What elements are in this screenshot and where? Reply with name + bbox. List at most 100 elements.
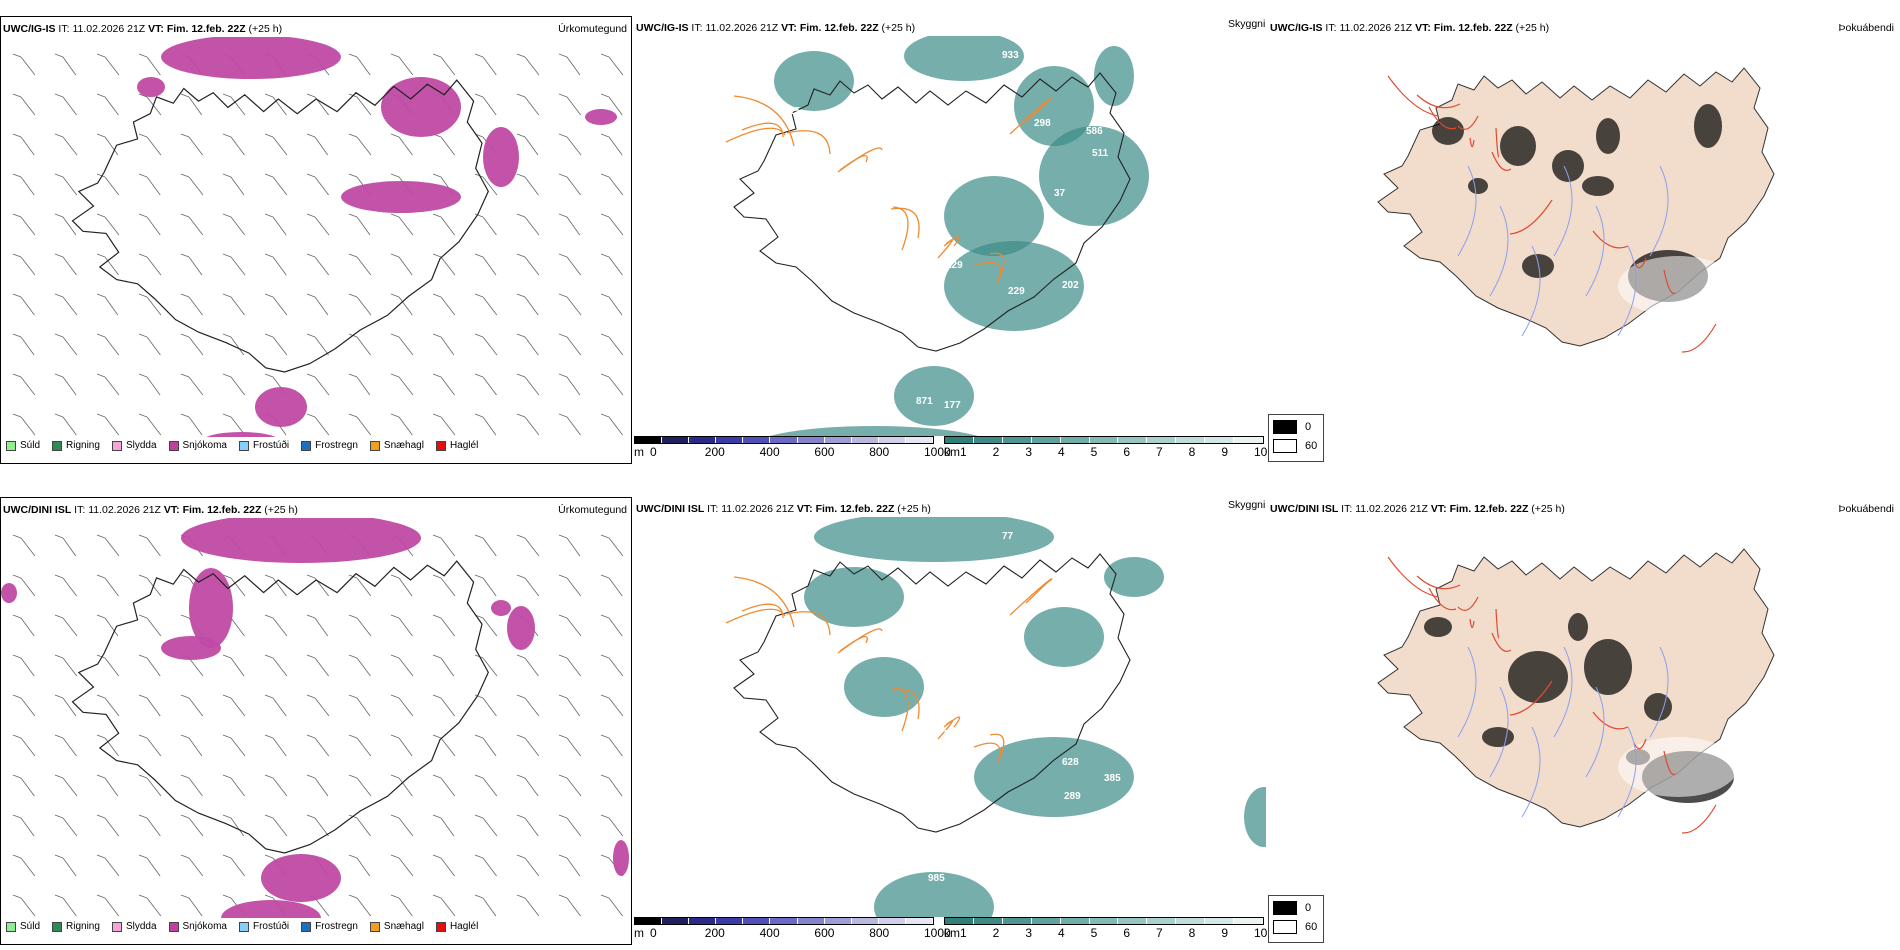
road-line: [1025, 97, 1053, 123]
colorbar-cell: [1060, 437, 1090, 443]
legend-label: Frostregn: [315, 921, 358, 932]
river-line: [1617, 726, 1637, 818]
wind-barb: [306, 333, 329, 356]
road-line: [837, 628, 883, 654]
wind-barb: [96, 654, 120, 677]
wind-barb: [390, 293, 413, 316]
colorbar-cell: [1060, 918, 1090, 924]
wind-barb: [264, 774, 288, 797]
wind-barb: [432, 774, 456, 797]
wind-barb: [558, 173, 581, 196]
road-line: [1663, 269, 1676, 295]
snow-area: [181, 518, 421, 563]
wind-barb: [306, 413, 330, 436]
snow-area: [341, 181, 461, 213]
wind-barb: [138, 894, 162, 917]
colorbar-tick: 4: [1058, 926, 1065, 940]
wind-barb: [390, 654, 414, 677]
low-visibility-area: [804, 567, 904, 627]
road-line: [733, 576, 795, 628]
wind-barb: [348, 854, 371, 877]
road-line: [1428, 106, 1457, 130]
wind-barb: [600, 734, 623, 757]
lead-time: (+25 h): [264, 504, 298, 516]
wind-barb: [138, 734, 162, 757]
colorbar-cell: [1147, 918, 1177, 924]
wind-barb: [180, 373, 204, 396]
wind-barb: [138, 213, 161, 236]
road-line: [937, 239, 954, 259]
wind-barb: [96, 93, 119, 116]
road-line: [1681, 323, 1717, 353]
valid-time: Fim. 12.feb. 22Z: [799, 22, 879, 34]
fog-area: [1500, 126, 1536, 166]
wind-barb: [348, 734, 372, 757]
legend-item-5: Frostregn: [301, 921, 358, 932]
wind-barb: [138, 173, 161, 196]
legend-item-1: Rigning: [52, 440, 100, 451]
snow-area: [585, 109, 617, 125]
legend-item-0: Súld: [6, 921, 40, 932]
road-line: [890, 688, 920, 720]
wind-barb: [180, 734, 203, 757]
wind-barb: [600, 614, 623, 637]
wind-barb: [180, 694, 204, 717]
colorbar-cell: [878, 918, 906, 924]
panel-field-name: Úrkomutegund: [558, 504, 627, 516]
wind-barb: [516, 53, 540, 76]
wind-barb: [222, 93, 246, 116]
fog-legend-label: 0: [1305, 421, 1312, 433]
wind-barb: [390, 734, 413, 757]
wind-barb: [432, 413, 456, 436]
wind-barb: [432, 814, 455, 837]
road-line: [890, 207, 920, 239]
wind-barb: [348, 894, 372, 917]
wind-barb: [306, 654, 329, 677]
road-line: [892, 687, 909, 732]
wind-barb: [516, 854, 540, 877]
wind-barb: [96, 774, 119, 797]
legend-swatch: [168, 440, 179, 451]
wind-barb: [348, 614, 372, 637]
road-line: [1469, 618, 1475, 629]
wind-barb: [600, 373, 624, 396]
low-visibility-area: [894, 366, 974, 426]
wind-barb: [306, 253, 330, 276]
wind-barb: [264, 654, 288, 677]
legend-swatch: [111, 921, 122, 932]
wind-barb: [180, 93, 203, 116]
wind-barb: [222, 574, 246, 597]
road-line: [1416, 94, 1461, 109]
wind-barb: [474, 534, 497, 557]
wind-barb: [96, 253, 119, 276]
road-line: [943, 716, 961, 728]
fog-area: [1568, 613, 1588, 641]
road-line: [1457, 596, 1479, 611]
wind-barb: [432, 373, 455, 396]
wind-barb: [600, 173, 624, 196]
colorbar-cell: [1205, 437, 1235, 443]
height-label: 229: [1008, 286, 1025, 297]
colorbar-tick: 1000: [924, 926, 951, 940]
height-label: 628: [1062, 757, 1079, 768]
wind-barb: [432, 734, 456, 757]
panel-title: UWC/DINI ISL IT: 11.02.2026 21Z VT: Fim.…: [1270, 503, 1565, 515]
wind-barb: [516, 534, 540, 557]
wind-barb: [138, 774, 162, 797]
fog-area: [1582, 176, 1614, 196]
wind-barb: [222, 173, 245, 196]
wind-barb: [306, 814, 329, 837]
wind-barb: [12, 774, 35, 797]
wind-barb: [516, 213, 540, 236]
wind-barb: [54, 413, 77, 436]
colorbar-cell: [1176, 437, 1206, 443]
fog-area: [1522, 254, 1554, 278]
height-label: 985: [928, 873, 945, 884]
road-line: [1416, 575, 1461, 590]
road-line: [1633, 257, 1647, 269]
low-visibility-area: [1014, 66, 1094, 146]
wind-barb: [54, 654, 78, 677]
wind-barb: [180, 253, 203, 276]
legend-label: Haglél: [449, 921, 479, 932]
colorbar-cell: [945, 918, 974, 924]
